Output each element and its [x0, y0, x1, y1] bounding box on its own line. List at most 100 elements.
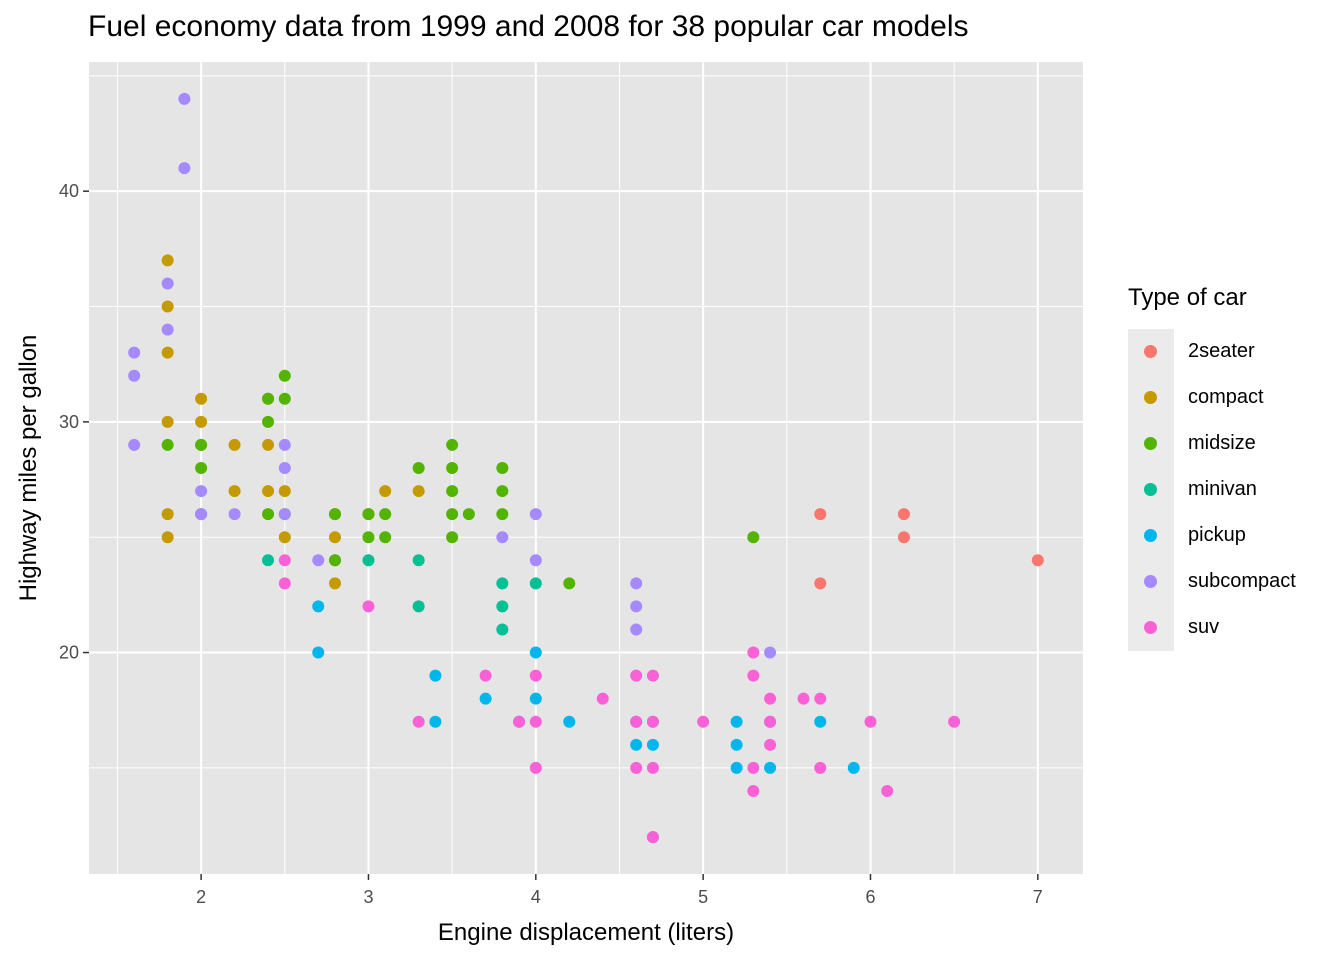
legend-title: Type of car	[1128, 284, 1247, 311]
x-axis: 2 3 4 5 6 7	[196, 874, 1043, 907]
data-point-subcompact	[630, 623, 643, 636]
data-point-subcompact	[529, 508, 542, 521]
data-point-subcompact	[178, 92, 191, 105]
data-point-subcompact	[278, 508, 291, 521]
data-point-compact	[195, 392, 208, 405]
legend-label: subcompact	[1188, 570, 1296, 592]
data-point-suv	[764, 738, 777, 751]
data-point-subcompact	[128, 369, 141, 382]
legend-item-minivan: minivan	[1128, 467, 1344, 513]
data-point-midsize	[362, 531, 375, 544]
data-point-midsize	[161, 438, 174, 451]
data-point-midsize	[462, 508, 475, 521]
chart-title: Fuel economy data from 1999 and 2008 for…	[88, 10, 969, 43]
data-point-compact	[379, 485, 392, 498]
data-point-minivan	[496, 623, 509, 636]
data-point-suv	[697, 715, 710, 728]
legend-label: suv	[1188, 616, 1220, 638]
x-tick-label: 5	[698, 887, 708, 907]
legend-dot	[1144, 621, 1157, 634]
data-point-pickup	[646, 738, 659, 751]
data-point-subcompact	[128, 346, 141, 359]
data-point-midsize	[496, 508, 509, 521]
data-point-midsize	[496, 485, 509, 498]
data-point-suv	[479, 669, 492, 682]
y-axis-title: Highway miles per gallon	[15, 335, 42, 602]
data-point-midsize	[195, 438, 208, 451]
data-point-compact	[195, 415, 208, 428]
data-point-pickup	[730, 761, 743, 774]
data-point-suv	[864, 715, 877, 728]
data-point-compact	[161, 415, 174, 428]
data-point-subcompact	[278, 462, 291, 474]
data-point-midsize	[496, 462, 509, 474]
data-point-compact	[278, 485, 291, 498]
data-point-suv	[797, 692, 810, 705]
data-point-minivan	[496, 577, 509, 590]
data-point-suv	[747, 761, 760, 774]
legend-item-2seater: 2seater	[1128, 329, 1344, 375]
data-point-compact	[161, 300, 174, 313]
legend-dot	[1144, 345, 1157, 358]
data-point-pickup	[563, 715, 576, 728]
data-point-suv	[362, 600, 375, 613]
data-point-midsize	[328, 508, 341, 521]
legend-item-pickup: pickup	[1128, 513, 1344, 559]
data-point-pickup	[312, 600, 325, 613]
x-axis-title: Engine displacement (liters)	[438, 919, 734, 946]
data-point-midsize	[262, 508, 275, 521]
data-point-midsize	[278, 392, 291, 405]
legend-dot	[1144, 437, 1157, 450]
data-point-pickup	[429, 669, 442, 682]
x-tick-label: 4	[531, 887, 541, 907]
data-point-midsize	[379, 531, 392, 544]
y-tick-label: 30	[59, 412, 79, 432]
data-point-suv	[948, 715, 961, 728]
data-point-compact	[161, 254, 174, 267]
data-point-2seater	[814, 508, 827, 521]
data-point-pickup	[730, 738, 743, 751]
data-point-compact	[228, 485, 241, 498]
data-point-subcompact	[630, 577, 643, 590]
data-point-compact	[262, 485, 275, 498]
plot-panel	[89, 62, 1083, 874]
data-point-2seater	[1031, 554, 1044, 567]
data-point-suv	[814, 692, 827, 705]
data-point-pickup	[630, 738, 643, 751]
data-point-pickup	[730, 715, 743, 728]
data-point-suv	[278, 554, 291, 567]
legend-dot	[1144, 483, 1157, 496]
data-point-subcompact	[228, 508, 241, 521]
data-point-suv	[747, 646, 760, 659]
data-point-suv	[881, 784, 894, 797]
data-point-suv	[630, 761, 643, 774]
data-point-midsize	[195, 462, 208, 474]
legend-dot	[1144, 529, 1157, 542]
data-point-midsize	[446, 438, 459, 451]
data-point-suv	[747, 784, 760, 797]
data-point-suv	[646, 715, 659, 728]
data-point-subcompact	[161, 323, 174, 336]
data-point-suv	[646, 669, 659, 682]
data-point-compact	[161, 346, 174, 359]
data-point-compact	[278, 531, 291, 544]
legend-label: minivan	[1188, 478, 1257, 500]
data-point-midsize	[446, 531, 459, 544]
data-point-midsize	[262, 415, 275, 428]
data-point-suv	[630, 715, 643, 728]
legend-label: 2seater	[1188, 340, 1255, 362]
data-point-2seater	[814, 577, 827, 590]
data-point-midsize	[747, 531, 760, 544]
legend-item-subcompact: subcompact	[1128, 559, 1344, 605]
legend-item-compact: compact	[1128, 375, 1344, 421]
data-point-pickup	[429, 715, 442, 728]
data-point-suv	[814, 761, 827, 774]
minor-gridlines	[89, 62, 1083, 874]
data-point-2seater	[897, 531, 910, 544]
data-point-midsize	[446, 508, 459, 521]
data-point-pickup	[529, 646, 542, 659]
legend-label: compact	[1188, 386, 1264, 408]
data-point-compact	[328, 531, 341, 544]
data-point-pickup	[529, 692, 542, 705]
